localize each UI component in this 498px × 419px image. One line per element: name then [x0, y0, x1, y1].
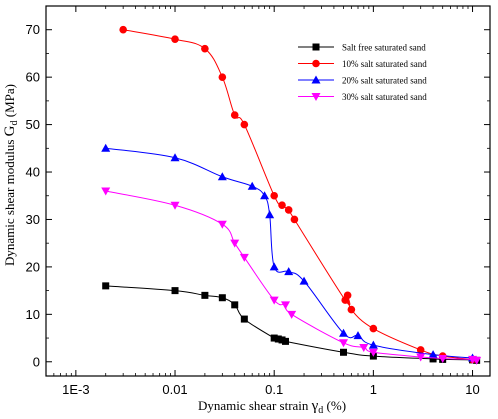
data-point	[102, 282, 110, 290]
data-point	[428, 350, 438, 359]
y-tick-label: 40	[26, 165, 40, 180]
y-axis-title-main: Dynamic shear modulus	[2, 136, 17, 266]
data-point	[299, 276, 309, 285]
data-point	[217, 220, 227, 229]
data-point	[340, 348, 348, 356]
data-point	[416, 353, 426, 362]
x-tick-label: 0.01	[162, 382, 187, 397]
legend-label: 30% salt saturated sand	[342, 92, 427, 102]
data-point	[240, 120, 249, 129]
data-point	[101, 143, 111, 152]
legend-item: Salt free saturated sand	[298, 43, 426, 53]
axis-ticks: 1E-3 0.01 0.1 1 10 0 10 20 30 40 50 60 70	[26, 5, 490, 397]
legend-item: 10% salt saturated sand	[298, 59, 427, 69]
x-axis-title: Dynamic shear strain γd (%)	[198, 398, 346, 416]
data-point	[416, 346, 425, 354]
plot-border	[45, 5, 491, 377]
series-4	[101, 187, 482, 365]
y-tick-label: 60	[26, 70, 40, 85]
y-tick-label: 20	[26, 259, 40, 274]
data-point	[359, 344, 369, 353]
x-axis-title-symbol: γ	[311, 398, 319, 414]
y-axis-title-symbol: G	[2, 125, 18, 136]
data-point	[343, 291, 352, 300]
data-point	[119, 25, 127, 34]
data-point	[247, 181, 257, 190]
data-point	[369, 324, 378, 333]
data-point	[284, 206, 293, 214]
data-point	[265, 210, 275, 219]
series-3	[101, 143, 478, 362]
data-point	[230, 239, 240, 248]
data-point	[260, 191, 270, 200]
data-point	[368, 348, 378, 357]
data-point	[240, 315, 248, 323]
data-point	[239, 253, 249, 262]
y-axis-title-sub: d	[9, 121, 20, 126]
legend: Salt free saturated sand 10% salt saturat…	[298, 43, 427, 102]
data-point	[281, 337, 289, 345]
data-point	[438, 354, 448, 363]
y-tick-label: 10	[26, 307, 40, 322]
plot-frame	[45, 5, 491, 377]
data-point	[429, 355, 437, 363]
y-tick-label: 50	[26, 117, 40, 132]
data-point	[290, 215, 299, 224]
y-axis-title: Dynamic shear modulus Gd (MPa)	[2, 84, 20, 266]
data-point	[201, 44, 209, 53]
data-point	[170, 201, 180, 210]
legend-marker	[311, 75, 321, 84]
data-point	[287, 310, 297, 319]
legend-label: 10% salt saturated sand	[342, 59, 427, 69]
data-point	[472, 356, 482, 365]
x-axis-title-main: Dynamic shear strain	[198, 398, 312, 413]
data-point	[201, 291, 209, 299]
x-axis-title-unit: (%)	[323, 398, 346, 413]
data-point	[368, 340, 378, 349]
series-layer	[101, 25, 482, 365]
data-point	[218, 294, 226, 302]
y-tick-label: 0	[33, 354, 40, 369]
data-point	[101, 187, 111, 196]
legend-marker	[312, 43, 320, 51]
data-point	[339, 328, 349, 337]
x-tick-label: 1E-3	[62, 382, 89, 397]
series-line	[105, 190, 478, 361]
data-point	[339, 339, 349, 348]
x-tick-label: 0.1	[265, 382, 283, 397]
data-point	[280, 301, 290, 310]
legend-marker	[312, 59, 320, 68]
legend-label: 20% salt saturated sand	[342, 76, 427, 86]
data-point	[170, 153, 180, 162]
y-tick-label: 70	[26, 22, 40, 37]
data-point	[278, 201, 286, 210]
legend-label: Salt free saturated sand	[342, 43, 426, 53]
data-point	[171, 287, 179, 295]
data-point	[218, 73, 227, 81]
data-point	[171, 35, 179, 44]
data-point	[353, 331, 363, 340]
x-tick-label: 1	[370, 382, 377, 397]
y-tick-label: 30	[26, 212, 40, 227]
data-point	[269, 262, 279, 271]
data-point	[347, 305, 356, 314]
legend-marker	[311, 93, 321, 101]
series-line	[105, 147, 473, 359]
legend-item: 20% salt saturated sand	[298, 75, 427, 86]
data-point	[231, 301, 239, 309]
x-tick-label: 10	[465, 382, 479, 397]
legend-item: 30% salt saturated sand	[298, 92, 427, 102]
data-point	[230, 111, 239, 119]
data-point	[269, 296, 279, 305]
data-point	[284, 267, 294, 276]
x-axis-title-sub: d	[318, 405, 323, 416]
y-axis-title-unit: (MPa)	[2, 84, 17, 120]
data-point	[274, 335, 282, 343]
data-point	[270, 334, 278, 342]
data-point	[270, 191, 278, 200]
series-2	[119, 25, 477, 364]
data-point	[217, 172, 227, 181]
